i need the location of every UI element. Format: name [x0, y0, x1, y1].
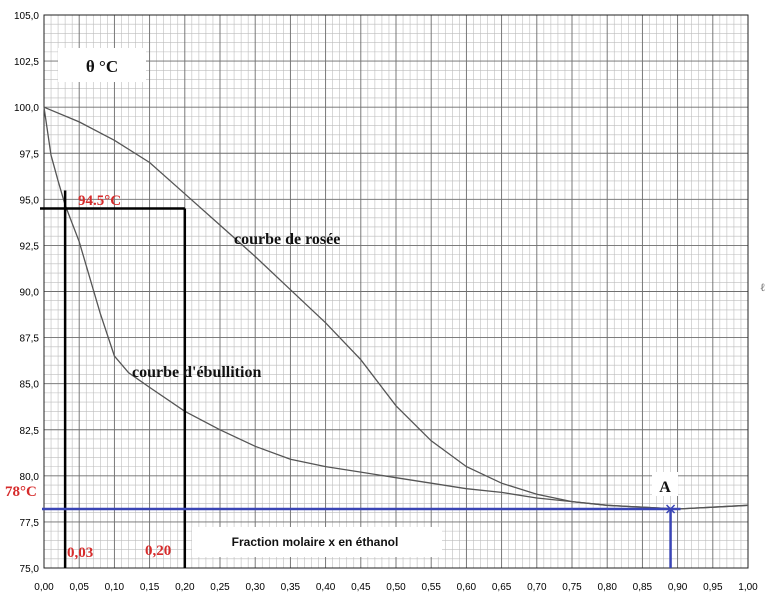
x-tick-label: 0,65: [492, 582, 512, 593]
annotation-x-0-20: 0,20: [145, 543, 171, 559]
y-tick-label: 95,0: [20, 195, 40, 206]
point-a-cross: [666, 504, 676, 514]
x-tick-label: 0,20: [175, 582, 195, 593]
x-tick-label: 0,80: [597, 582, 617, 593]
construction-lines: [40, 190, 681, 568]
annotation-point-a: A: [659, 479, 671, 496]
x-tick-label: 1,00: [738, 582, 758, 593]
x-tick-label: 0,75: [562, 582, 582, 593]
x-tick-label: 0,30: [245, 582, 265, 593]
y-tick-label: 75,0: [20, 564, 40, 575]
y-tick-label: 77,5: [20, 518, 40, 529]
major-gridlines: [44, 15, 748, 568]
annotation-temp-78: 78°C: [5, 484, 37, 500]
x-tick-labels: 0,00 0,05 0,10 0,15 0,20 0,25 0,30 0,35 0,40 0,45…: [34, 582, 758, 593]
stray-mark: ℓ: [760, 281, 765, 294]
curves: [43, 106, 749, 510]
x-tick-label: 0,55: [421, 582, 441, 593]
point-a-box: [652, 472, 678, 496]
chart-title: θ °C: [86, 57, 118, 76]
x-tick-label: 0,35: [281, 582, 301, 593]
y-tick-label: 90,0: [20, 288, 40, 299]
x-tick-label: 0,70: [527, 582, 547, 593]
annotation-temp-94-5: 94.5°C: [78, 193, 121, 209]
series-line-courbe-d-bullition: [43, 107, 749, 510]
x-tick-label: 0,05: [69, 582, 89, 593]
label-courbe-de-rosee: courbe de rosée: [234, 231, 340, 248]
x-tick-label: 0,15: [140, 582, 160, 593]
y-tick-label: 80,0: [20, 472, 40, 483]
y-tick-label: 85,0: [20, 380, 40, 391]
y-tick-label: 100,0: [14, 103, 39, 114]
annotation-x-0-03: 0,03: [67, 545, 93, 561]
x-tick-label: 0,40: [316, 582, 336, 593]
x-tick-label: 0,50: [386, 582, 406, 593]
x-axis-label: Fraction molaire x en éthanol: [232, 535, 399, 549]
title-box: [58, 48, 146, 82]
y-tick-label: 105,0: [14, 11, 39, 22]
y-tick-label: 82,5: [20, 426, 40, 437]
x-tick-label: 0,00: [34, 582, 54, 593]
xlabel-box: [192, 527, 442, 557]
x-tick-label: 0,60: [457, 582, 477, 593]
x-tick-label: 0,85: [633, 582, 653, 593]
y-tick-label: 97,5: [20, 149, 40, 160]
plot-frame: [43, 14, 749, 569]
x-tick-label: 0,25: [210, 582, 230, 593]
x-tick-label: 0,45: [351, 582, 371, 593]
x-tick-label: 0,10: [105, 582, 125, 593]
y-tick-label: 102,5: [14, 57, 39, 68]
x-tick-label: 0,95: [703, 582, 723, 593]
y-tick-label: 87,5: [20, 334, 40, 345]
label-courbe-ebullition: courbe d'ébullition: [132, 364, 261, 381]
y-tick-label: 92,5: [20, 241, 40, 252]
x-tick-label: 0,90: [668, 582, 688, 593]
y-tick-labels: 75,0 77,5 80,0 82,5 85,0 87,5 90,0 92,5 95,0 97,5…: [14, 11, 39, 575]
